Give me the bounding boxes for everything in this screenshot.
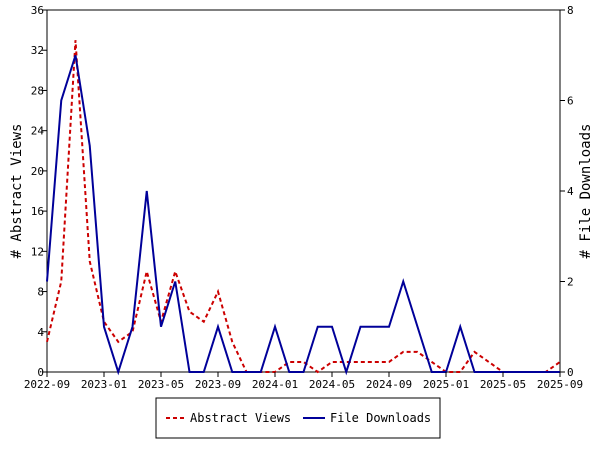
x-tick-label-2024-01: 2024-01 bbox=[252, 378, 298, 391]
right-y-tick-label-0: 0 bbox=[567, 366, 574, 379]
left-y-tick-label-32: 32 bbox=[31, 44, 44, 57]
left-y-tick-label-0: 0 bbox=[37, 366, 44, 379]
legend: Abstract Views File Downloads bbox=[155, 397, 441, 439]
right-y-tick-label-6: 6 bbox=[567, 95, 574, 108]
left-y-axis: 0 4 8 12 16 20 24 28 32 36 bbox=[31, 4, 47, 379]
x-tick-label-2025-09: 2025-09 bbox=[537, 378, 583, 391]
right-y-axis: 0 2 4 6 8 bbox=[560, 4, 574, 379]
series-lines bbox=[46, 40, 561, 376]
left-y-tick-label-24: 24 bbox=[31, 125, 45, 138]
left-y-tick-label-20: 20 bbox=[31, 165, 44, 178]
right-y-tick-label-4: 4 bbox=[567, 185, 574, 198]
series-line-file-downloads bbox=[46, 54, 560, 376]
right-y-tick-label-8: 8 bbox=[567, 4, 574, 17]
left-axis-title: # Abstract Views bbox=[9, 124, 25, 259]
x-tick-label-2022-09: 2022-09 bbox=[24, 378, 70, 391]
x-axis: 2022-09 2023-01 2023-05 2023-09 2024-01 2024-… bbox=[24, 372, 583, 391]
left-y-tick-label-8: 8 bbox=[37, 286, 44, 299]
left-y-tick-label-28: 28 bbox=[31, 84, 44, 97]
left-y-tick-label-4: 4 bbox=[37, 326, 44, 339]
x-tick-label-2023-01: 2023-01 bbox=[81, 378, 127, 391]
left-y-tick-label-12: 12 bbox=[31, 245, 44, 258]
right-axis-title: # File Downloads bbox=[578, 124, 594, 259]
x-tick-label-2024-05: 2024-05 bbox=[309, 378, 355, 391]
right-y-tick-label-2: 2 bbox=[567, 276, 574, 289]
x-tick-label-2024-09: 2024-09 bbox=[366, 378, 412, 391]
legend-box bbox=[155, 397, 441, 439]
legend-label-file-downloads: File Downloads bbox=[330, 411, 431, 425]
series-line-abstract-views bbox=[46, 40, 561, 374]
left-y-tick-label-16: 16 bbox=[31, 205, 44, 218]
x-tick-label-2023-09: 2023-09 bbox=[195, 378, 241, 391]
x-tick-label-2025-05: 2025-05 bbox=[480, 378, 526, 391]
left-y-tick-label-36: 36 bbox=[31, 4, 44, 17]
x-tick-label-2025-01: 2025-01 bbox=[423, 378, 469, 391]
x-tick-label-2023-05: 2023-05 bbox=[138, 378, 184, 391]
legend-label-abstract-views: Abstract Views bbox=[190, 411, 291, 425]
